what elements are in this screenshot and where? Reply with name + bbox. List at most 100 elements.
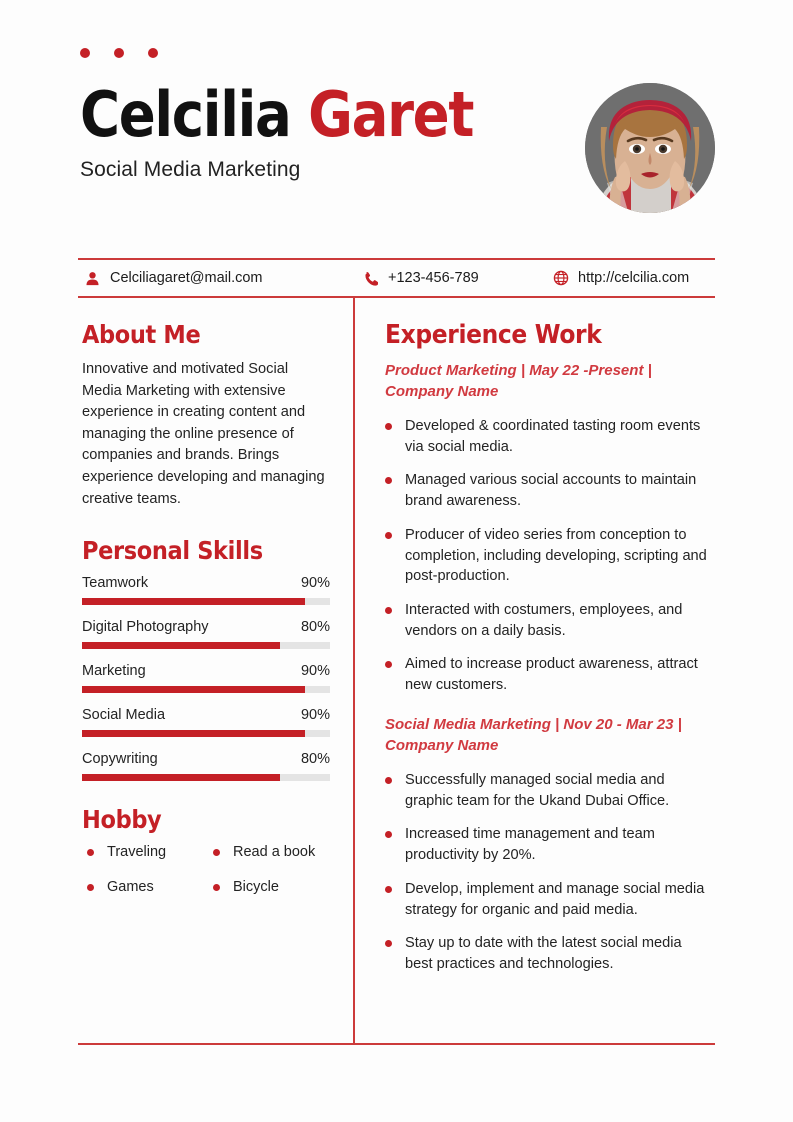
experience-heading: Experience Work — [385, 320, 602, 350]
job-bullet: Develop, implement and manage social med… — [385, 879, 713, 920]
hobby-label: Bicycle — [233, 879, 279, 896]
job-bullet: Developed & coordinated tasting room eve… — [385, 416, 713, 457]
hobby-label: Games — [107, 879, 154, 896]
job-bullet-text: Stay up to date with the latest social m… — [405, 935, 682, 972]
job-bullet: Stay up to date with the latest social m… — [385, 933, 713, 974]
hobby-item: Read a book — [208, 844, 330, 860]
bullet-icon — [385, 531, 392, 539]
skill-item: Social Media 90% — [82, 707, 330, 738]
avatar — [585, 83, 715, 213]
experience-job: Social Media Marketing | Nov 20 - Mar 23… — [385, 714, 713, 975]
job-bullet: Aimed to increase product awareness, att… — [385, 654, 713, 695]
job-bullet-text: Interacted with costumers, employees, an… — [405, 602, 683, 639]
skill-percent: 90% — [300, 707, 330, 724]
left-column: About Me Innovative and motivated Social… — [82, 320, 330, 895]
bullet-icon — [385, 477, 392, 485]
job-title: Product Marketing | May 22 -Present | Co… — [385, 362, 652, 400]
experience-job: Product Marketing | May 22 -Present | Co… — [385, 360, 713, 696]
dot-icon — [148, 48, 158, 58]
job-bullet: Increased time management and team produ… — [385, 824, 713, 865]
skill-fill — [82, 642, 281, 650]
bullet-icon — [87, 883, 94, 891]
skill-label: Social Media — [82, 707, 166, 724]
skill-item: Digital Photography 80% — [82, 619, 330, 650]
skill-percent: 80% — [300, 619, 330, 636]
skill-track — [82, 598, 330, 606]
job-bullet-text: Producer of video series from conception… — [405, 526, 707, 585]
job-bullet: Managed various social accounts to maint… — [385, 470, 713, 511]
job-bullet: Successfully managed social media and gr… — [385, 770, 713, 811]
hobby-label: Read a book — [233, 844, 316, 861]
skill-item: Teamwork 90% — [82, 575, 330, 606]
globe-icon — [552, 270, 569, 287]
bullet-icon — [385, 885, 392, 893]
contact-website[interactable]: http://celcilia.com — [552, 270, 689, 287]
bullet-icon — [385, 661, 392, 669]
skill-label: Digital Photography — [82, 619, 209, 636]
hobby-heading: Hobby — [82, 805, 162, 835]
bullet-icon — [213, 848, 220, 856]
contact-email[interactable]: Celciliagaret@mail.com — [84, 270, 362, 287]
skill-label: Teamwork — [82, 575, 149, 592]
skill-track — [82, 730, 330, 738]
skill-percent: 90% — [300, 663, 330, 680]
skill-item: Copywriting 80% — [82, 751, 330, 782]
first-name: Celcilia — [80, 78, 292, 151]
job-bullet-text: Successfully managed social media and gr… — [405, 771, 670, 809]
job-title: Social Media Marketing | Nov 20 - Mar 23… — [385, 715, 682, 754]
header: Celcilia Garet Social Media Marketing — [80, 84, 720, 224]
right-column: Experience Work Product Marketing | May … — [385, 320, 713, 988]
column-divider — [353, 297, 355, 1043]
dot-icon — [80, 48, 90, 58]
skill-label: Marketing — [82, 663, 146, 680]
bullet-icon — [385, 831, 392, 839]
skills-heading: Personal Skills — [82, 536, 263, 566]
hobby-item: Bicycle — [208, 879, 330, 895]
portrait-photo-icon — [585, 83, 715, 213]
skill-track — [82, 642, 330, 650]
hobby-label: Traveling — [107, 844, 167, 861]
bullet-icon — [213, 883, 220, 891]
skills-list: Teamwork 90% Digital Photography 80% Marketi… — [82, 575, 330, 782]
decorative-dots — [80, 48, 158, 58]
hobby-item: Traveling — [82, 844, 208, 860]
dot-icon — [114, 48, 124, 58]
job-bullet-list: Successfully managed social media and gr… — [385, 770, 713, 975]
contact-bar: Celciliagaret@mail.com +123-456-789 http… — [84, 265, 714, 291]
job-bullet-text: Develop, implement and manage social med… — [405, 880, 705, 918]
skill-percent: 80% — [300, 751, 330, 768]
job-bullet-text: Managed various social accounts to maint… — [405, 472, 697, 510]
skill-fill — [82, 774, 281, 782]
skills-section: Personal Skills Teamwork 90% Digital Photo… — [82, 536, 330, 782]
job-bullet-text: Increased time management and team produ… — [405, 826, 655, 864]
experience-list: Product Marketing | May 22 -Present | Co… — [385, 360, 713, 975]
job-bullet: Interacted with costumers, employees, an… — [385, 600, 713, 641]
bullet-icon — [385, 423, 392, 430]
skill-fill — [82, 598, 306, 606]
about-text: Innovative and motivated Social Media Ma… — [82, 361, 325, 507]
skill-percent: 90% — [300, 575, 330, 592]
skill-item: Marketing 90% — [82, 663, 330, 694]
bullet-icon — [87, 848, 94, 856]
skill-label: Copywriting — [82, 751, 158, 768]
job-bullet-text: Developed & coordinated tasting room eve… — [405, 418, 701, 455]
job-bullet: Producer of video series from conception… — [385, 525, 713, 587]
contact-phone[interactable]: +123-456-789 — [362, 270, 552, 287]
contact-phone-text: +123-456-789 — [388, 270, 479, 286]
bullet-icon — [385, 607, 392, 615]
skill-track — [82, 774, 330, 782]
phone-icon — [362, 270, 379, 287]
hobby-list: Traveling Read a book Games Bicycle — [82, 844, 330, 895]
hobby-item: Games — [82, 879, 208, 895]
job-role-subtitle: Social Media Marketing — [80, 158, 301, 181]
hobby-section: Hobby Traveling Read a book Games Bicycle — [82, 805, 330, 895]
bullet-icon — [385, 940, 392, 948]
about-heading: About Me — [82, 320, 201, 349]
contact-rule-bottom — [78, 296, 715, 298]
contact-rule-top — [78, 258, 715, 260]
job-bullet-text: Aimed to increase product awareness, att… — [405, 656, 698, 694]
skill-track — [82, 686, 330, 694]
bullet-icon — [385, 776, 392, 784]
job-bullet-list: Developed & coordinated tasting room eve… — [385, 416, 713, 696]
